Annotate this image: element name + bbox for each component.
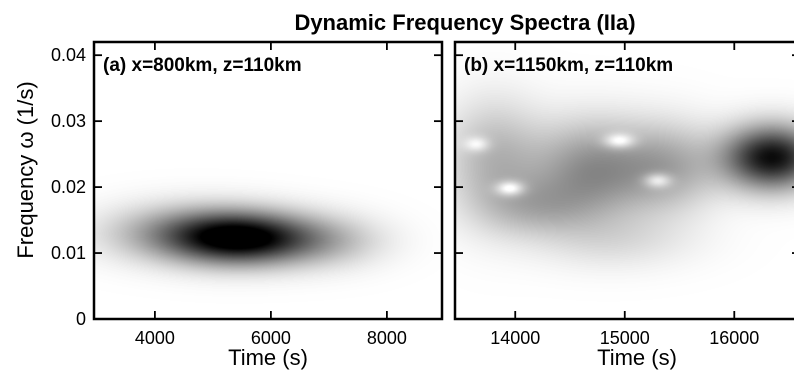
- y-tick-label: 0: [76, 309, 86, 329]
- panel-a-x-tick-label: 4000: [135, 328, 175, 348]
- panel-a-ticks: 4000 6000 8000: [135, 42, 407, 348]
- panel-b-frame: [453, 40, 794, 321]
- panel-b-x-axis-label: Time (s): [597, 345, 677, 370]
- panel-a-frame: [92, 40, 444, 321]
- panel-a: (a) x=800km, z=110km 4000 6000 8000 Time (…: [92, 40, 444, 370]
- panel-b: (b) x=1150km, z=110km 14000 15000 16000 Ti…: [453, 40, 794, 370]
- panel-b-spectrogram: [455, 42, 794, 319]
- y-tick-label: 0.02: [51, 177, 86, 197]
- y-tick-label: 0.04: [51, 45, 86, 65]
- panel-b-label: (b) x=1150km, z=110km: [464, 55, 673, 76]
- y-tick-label: 0.03: [51, 111, 86, 131]
- panel-b-x-tick-label: 16000: [709, 328, 759, 348]
- y-axis-label: Frequency ω (1/s): [13, 81, 38, 258]
- panel-a-x-tick-label: 8000: [367, 328, 407, 348]
- y-tick-label: 0.01: [51, 243, 86, 263]
- panel-b-x-tick-label: 14000: [490, 328, 540, 348]
- panel-b-ticks: 14000 15000 16000: [490, 42, 759, 348]
- panel-a-label: (a) x=800km, z=110km: [103, 55, 302, 76]
- chart-title: Dynamic Frequency Spectra (IIa): [294, 10, 635, 35]
- panel-a-spectrogram: [94, 42, 442, 319]
- panel-a-x-tick-label: 6000: [251, 328, 291, 348]
- panel-a-x-axis-label: Time (s): [228, 345, 308, 370]
- y-axis-ticks: 0 0.01 0.02 0.03 0.04: [51, 45, 794, 329]
- panel-b-x-tick-label: 15000: [600, 328, 650, 348]
